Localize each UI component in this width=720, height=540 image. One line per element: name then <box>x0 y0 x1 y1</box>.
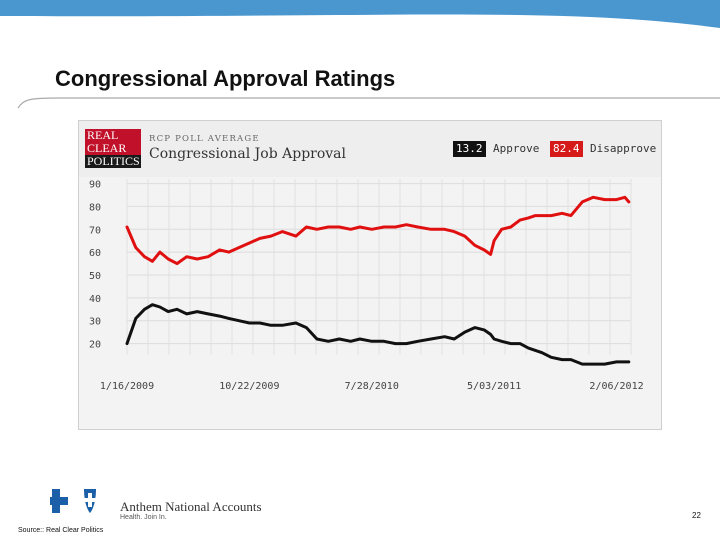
chart-plot-area: 90 80 70 60 50 40 30 20 1/16/2009 10/22/2009 7/28… <box>79 177 661 429</box>
title-underline <box>17 97 720 109</box>
y-tick-label: 60 <box>89 248 101 259</box>
source-note: Source:: Real Clear Politics <box>18 527 104 534</box>
x-tick-label: 10/22/2009 <box>219 381 279 392</box>
company-name: Anthem National Accounts <box>120 499 262 514</box>
blue-cross-blue-shield-icon <box>44 489 96 513</box>
chart-header: REAL CLEAR POLITICS RCP POLL AVERAGE Con… <box>79 121 661 177</box>
company-tagline: Health. Join In. <box>120 514 167 521</box>
x-tick-label: 2/06/2012 <box>589 381 643 392</box>
y-tick-label: 20 <box>89 340 101 351</box>
company-logo: Anthem National Accounts Health. Join In… <box>44 485 270 525</box>
disapprove-legend-label: Disapprove <box>590 142 657 155</box>
rcp-logo-line: REAL <box>85 129 141 142</box>
disapprove-series-line <box>125 195 631 266</box>
chart-kicker: RCP POLL AVERAGE <box>149 134 260 144</box>
page-number: 22 <box>692 511 701 520</box>
y-tick-label: 90 <box>89 180 101 191</box>
y-tick-label: 30 <box>89 317 101 328</box>
approve-legend-label: Approve <box>493 142 540 155</box>
y-tick-label: 50 <box>89 271 101 282</box>
rcp-logo-line: CLEAR <box>85 142 141 155</box>
rcp-logo: REAL CLEAR POLITICS <box>85 129 141 169</box>
x-tick-label: 1/16/2009 <box>100 381 154 392</box>
x-tick-label: 7/28/2010 <box>345 381 399 392</box>
chart-widget: REAL CLEAR POLITICS RCP POLL AVERAGE Con… <box>78 120 662 430</box>
slide-title: Congressional Approval Ratings <box>55 66 396 91</box>
line-chart: 90 80 70 60 50 40 30 20 1/16/2009 10/22/2009 7/28… <box>89 179 644 392</box>
header-bar <box>0 0 720 28</box>
rcp-logo-line: POLITICS <box>85 154 141 168</box>
approve-series-line <box>125 303 631 366</box>
disapprove-value-badge: 82.4 <box>550 141 583 157</box>
approve-value-badge: 13.2 <box>453 141 486 157</box>
x-tick-label: 5/03/2011 <box>467 381 521 392</box>
y-tick-label: 80 <box>89 202 101 213</box>
y-tick-label: 70 <box>89 225 101 236</box>
y-tick-label: 40 <box>89 294 101 305</box>
chart-title: Congressional Job Approval <box>149 146 347 162</box>
